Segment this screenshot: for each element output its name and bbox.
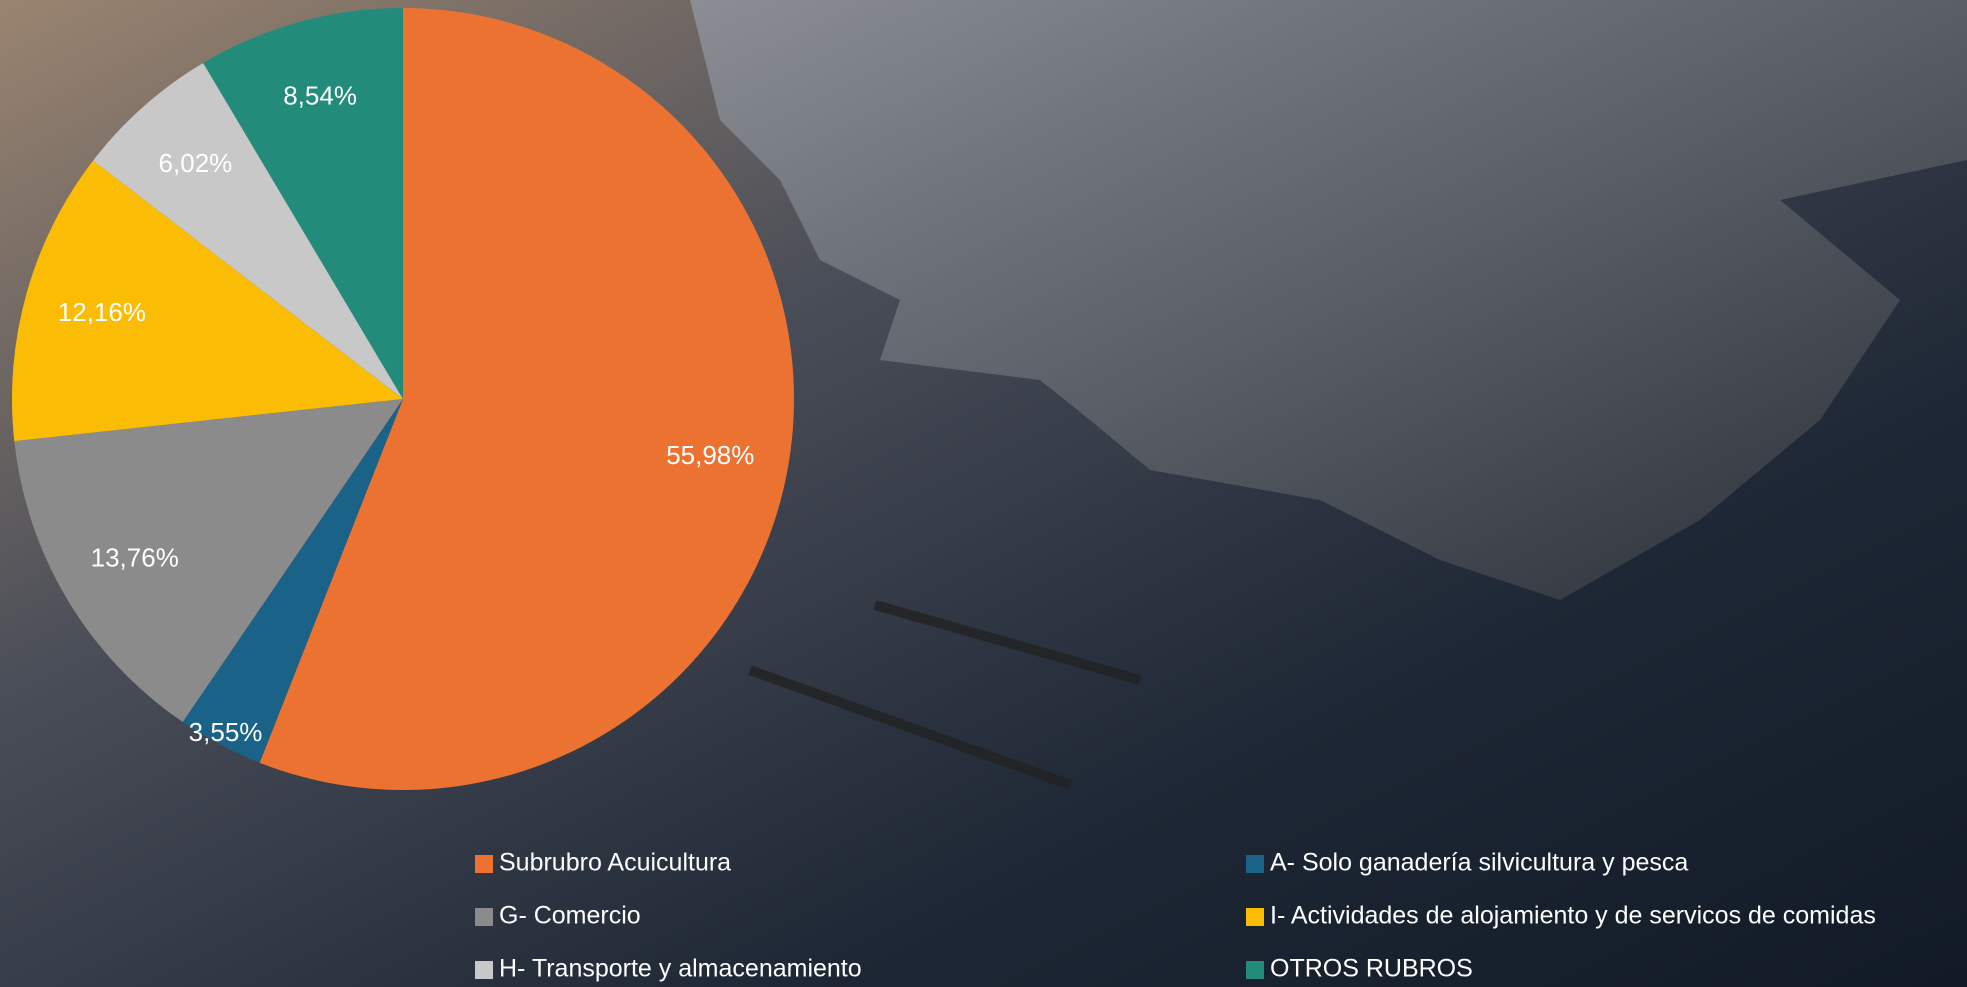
data-label: 3,55% bbox=[189, 717, 263, 747]
legend-label: A- Solo ganadería silvicultura y pesca bbox=[1270, 849, 1688, 877]
data-label: 55,98% bbox=[666, 440, 754, 470]
data-label: 6,02% bbox=[159, 148, 233, 178]
legend-label: OTROS RUBROS bbox=[1270, 955, 1473, 983]
legend-swatch bbox=[1246, 908, 1264, 926]
legend-label: Subrubro Acuicultura bbox=[499, 849, 731, 877]
pie: 55,98% 3,55% 13,76% 12,16% 6,02% 8,54% bbox=[12, 8, 794, 790]
legend-label: I- Actividades de alojamiento y de servi… bbox=[1270, 902, 1876, 930]
legend-label: G- Comercio bbox=[499, 902, 641, 930]
data-label: 8,54% bbox=[283, 80, 357, 110]
data-label: 13,76% bbox=[91, 543, 179, 573]
legend-swatch bbox=[475, 961, 493, 979]
legend-swatch bbox=[1246, 855, 1264, 873]
data-label: 12,16% bbox=[58, 297, 146, 327]
slide: 55,98% 3,55% 13,76% 12,16% 6,02% 8,54% Subrub… bbox=[0, 0, 1967, 987]
legend-swatch bbox=[1246, 961, 1264, 979]
legend-swatch bbox=[475, 908, 493, 926]
legend-swatch bbox=[475, 855, 493, 873]
legend-label: H- Transporte y almacenamiento bbox=[499, 955, 862, 983]
